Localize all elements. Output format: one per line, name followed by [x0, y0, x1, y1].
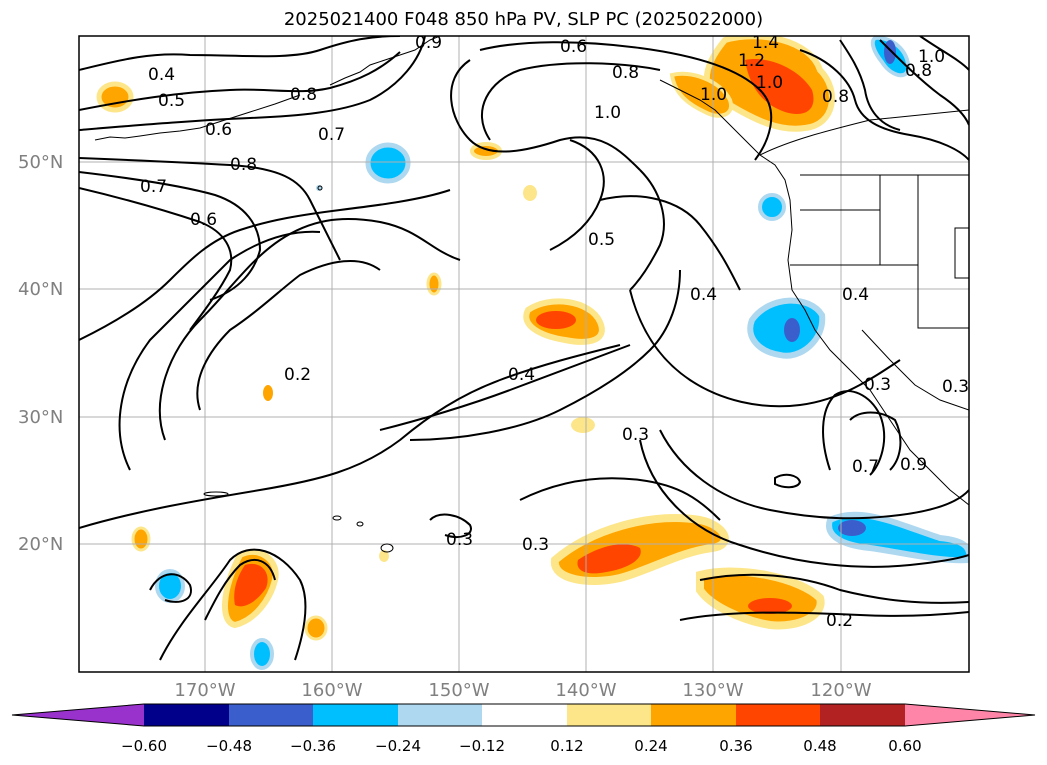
contour-label: 0.8: [230, 155, 257, 175]
colorbar-tick-label: 0.24: [634, 737, 668, 755]
contour-label: 0.8: [905, 61, 932, 81]
contour-label: 0.8: [290, 85, 317, 105]
lat-label-20n: 20°N: [18, 534, 64, 555]
contour-label: 0.8: [612, 63, 639, 83]
pv-negative-anomalies: [155, 36, 969, 670]
contour-label: 1.0: [594, 103, 621, 123]
contour-label: 0.5: [588, 230, 615, 250]
contour-label: 0.2: [284, 365, 311, 385]
contour-label: 0.8: [822, 87, 849, 107]
colorbar-max-extension: [905, 704, 1035, 726]
colorbar-bin: [482, 704, 567, 726]
contour-label: 0.4: [690, 285, 717, 305]
contour-label: 1.0: [918, 47, 945, 67]
colorbar-bin: [651, 704, 736, 726]
contour-label: 0.3: [942, 377, 969, 397]
lon-label-120w: 120°W: [810, 680, 872, 701]
contour-label: 0.7: [852, 457, 879, 477]
colorbar-bin: [567, 704, 651, 726]
colorbar-tick-label: −0.36: [290, 737, 336, 755]
contour-label: 0.6: [205, 120, 232, 140]
colorbar-tick-label: −0.12: [459, 737, 505, 755]
lon-label-140w: 140°W: [555, 680, 617, 701]
contour-label: 0.6: [190, 210, 217, 230]
lon-label-130w: 130°W: [682, 680, 744, 701]
contour-label: 1.0: [700, 85, 727, 105]
colorbar-tick-label: 0.36: [719, 737, 753, 755]
colorbar-bin: [398, 704, 482, 726]
colorbar-min-extension: [12, 704, 144, 726]
contour-label: 0.7: [140, 177, 167, 197]
contour-label: 0.3: [622, 425, 649, 445]
contour-label: 0.9: [415, 33, 442, 53]
contour-label: 1.0: [756, 73, 783, 93]
colorbar-tick-label: −0.48: [206, 737, 252, 755]
colorbar-bin: [229, 704, 313, 726]
lat-label-40n: 40°N: [18, 279, 64, 300]
figure-title: 2025021400 F048 850 hPa PV, SLP PC (2025…: [283, 9, 764, 30]
contour-labels: 0.4 0.5 0.6 0.8 0.7 0.8 0.7 0.6 0.9 0.6 …: [140, 33, 969, 631]
lon-label-150w: 150°W: [428, 680, 490, 701]
contour-label: 0.3: [522, 535, 549, 555]
lat-label-30n: 30°N: [18, 407, 64, 428]
contour-label: 1.4: [752, 33, 779, 53]
colorbar-tick-label: −0.24: [375, 737, 421, 755]
colorbar: [11, 703, 1036, 727]
contour-label: 0.7: [318, 125, 345, 145]
map-gridlines: [79, 36, 969, 672]
lon-label-160w: 160°W: [301, 680, 363, 701]
colorbar-bin: [736, 704, 820, 726]
contour-label: 0.6: [560, 37, 587, 57]
colorbar-bin: [820, 704, 905, 726]
coastlines: [94, 36, 969, 553]
colorbar-tick-label: −0.60: [121, 737, 167, 755]
contour-label: 0.4: [842, 285, 869, 305]
contour-label: 0.5: [158, 91, 185, 111]
map-frame: [78, 35, 970, 673]
contour-label: 1.2: [738, 51, 765, 71]
lat-label-50n: 50°N: [18, 152, 64, 173]
lon-label-170w: 170°W: [174, 680, 236, 701]
colorbar-tick-label: 0.60: [888, 737, 922, 755]
colorbar-tick-label: 0.12: [550, 737, 584, 755]
contour-label: 0.3: [864, 375, 891, 395]
colorbar-bin: [313, 704, 398, 726]
contour-label: 0.4: [508, 365, 535, 385]
colorbar-bin: [144, 704, 229, 726]
slp-contours: [79, 36, 969, 661]
contour-label: 0.2: [826, 611, 853, 631]
contour-label: 0.4: [148, 65, 175, 85]
contour-label: 0.3: [446, 530, 473, 550]
contour-label: 0.9: [900, 455, 927, 475]
colorbar-tick-label: 0.48: [803, 737, 837, 755]
